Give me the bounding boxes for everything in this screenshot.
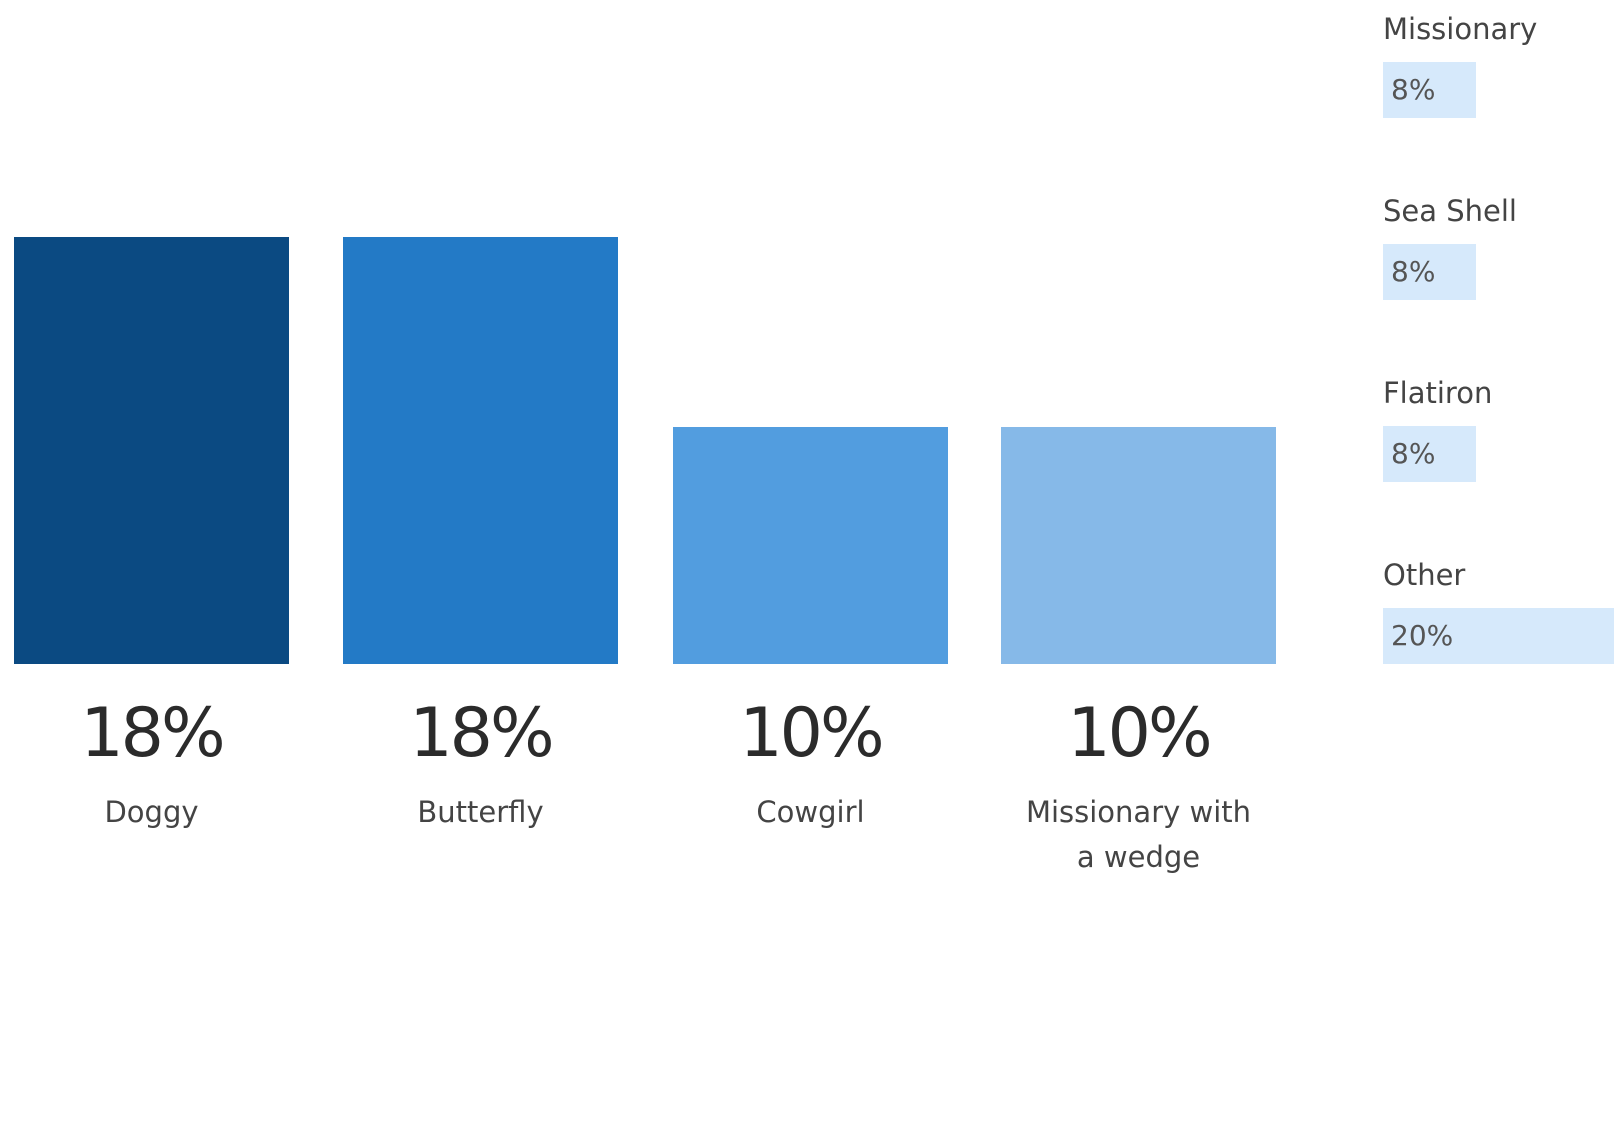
category-label: Cowgirl xyxy=(756,795,865,829)
bar xyxy=(343,237,618,664)
value-label: 8% xyxy=(1391,73,1436,106)
value-label: 18% xyxy=(80,694,225,773)
bar xyxy=(1383,244,1476,300)
value-label: 10% xyxy=(739,694,884,773)
bar xyxy=(1001,426,1276,664)
value-label: 10% xyxy=(1067,694,1212,773)
bar xyxy=(1383,426,1476,482)
category-label: Flatiron xyxy=(1383,376,1493,410)
value-label: 18% xyxy=(409,694,554,773)
category-label: Other xyxy=(1383,558,1466,592)
value-label: 20% xyxy=(1391,619,1454,652)
bar xyxy=(14,237,289,664)
bar xyxy=(673,426,948,664)
value-label: 8% xyxy=(1391,437,1436,470)
category-label: Missionary with a wedge xyxy=(1025,795,1252,874)
bar xyxy=(1383,608,1614,664)
category-label: Sea Shell xyxy=(1383,194,1517,228)
bar xyxy=(1383,62,1476,118)
category-label: Doggy xyxy=(104,795,199,829)
category-label: Butterfly xyxy=(417,795,544,829)
value-label: 8% xyxy=(1391,255,1436,288)
category-label: Missionary xyxy=(1383,12,1538,46)
